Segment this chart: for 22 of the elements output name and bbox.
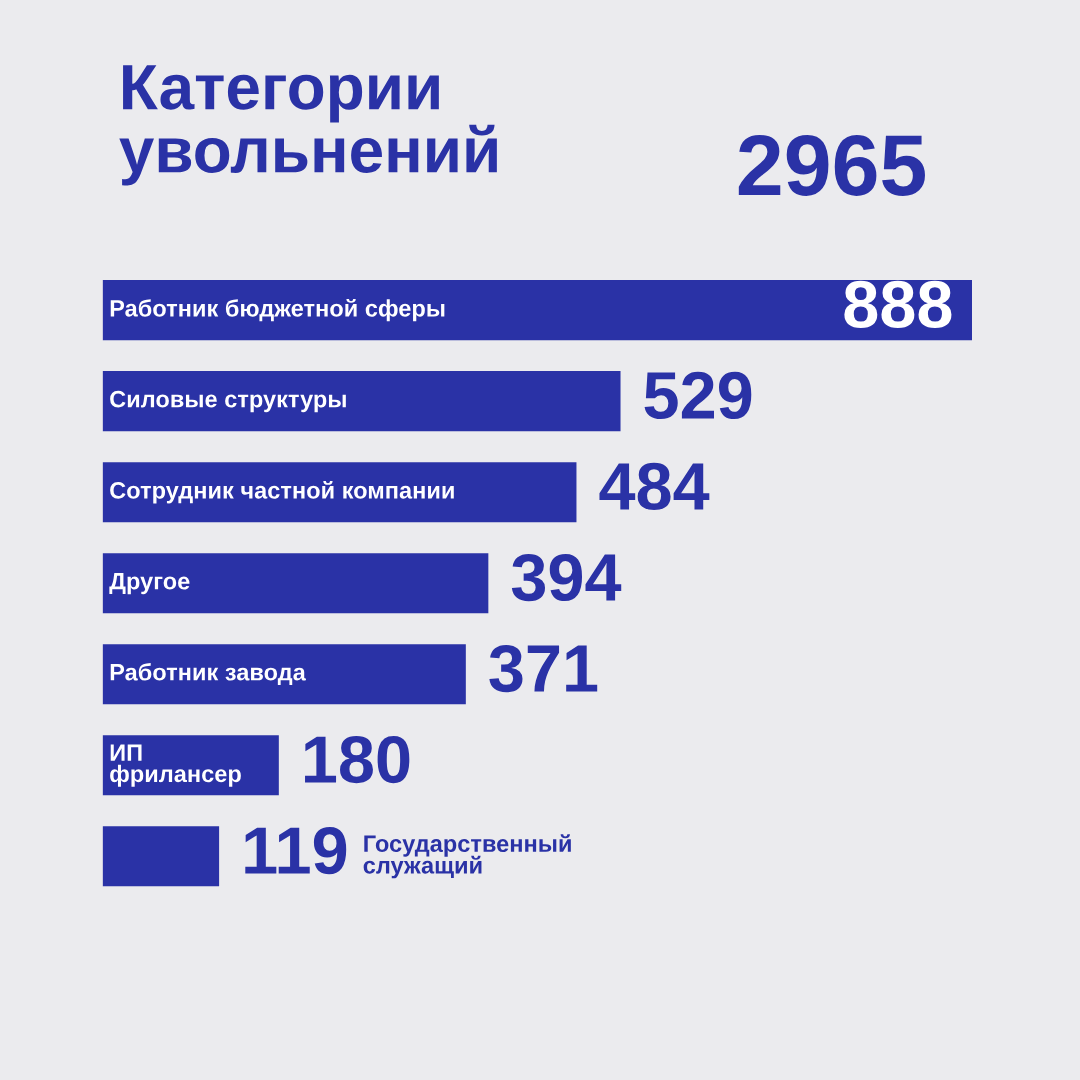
data-label: 371	[489, 644, 598, 693]
data-label: 484	[599, 462, 710, 511]
bar	[102, 553, 489, 614]
bar	[102, 280, 972, 341]
y-tick-label: ИП фрилансер	[110, 744, 241, 787]
bar	[102, 371, 621, 432]
bar	[102, 644, 466, 705]
y-tick-label: Государственный служащий	[363, 834, 571, 879]
y-tick-label: Силовые структуры	[110, 390, 346, 413]
y-tick-label: Работник бюджетной сферы	[110, 298, 445, 322]
y-tick-label: Работник завода	[110, 663, 306, 686]
y-tick-label: Другое	[109, 573, 190, 595]
data-label: 119	[245, 826, 347, 875]
data-label: 394	[511, 553, 622, 602]
data-label: 529	[644, 371, 752, 420]
chart-title: Категории увольнений	[119, 65, 497, 186]
data-label: 180	[305, 735, 410, 784]
bar	[102, 826, 220, 887]
y-tick-label: Сотрудник частной компании	[110, 480, 454, 504]
data-label: 888	[844, 280, 952, 329]
bar	[102, 462, 577, 523]
text: 2965	[738, 134, 925, 196]
